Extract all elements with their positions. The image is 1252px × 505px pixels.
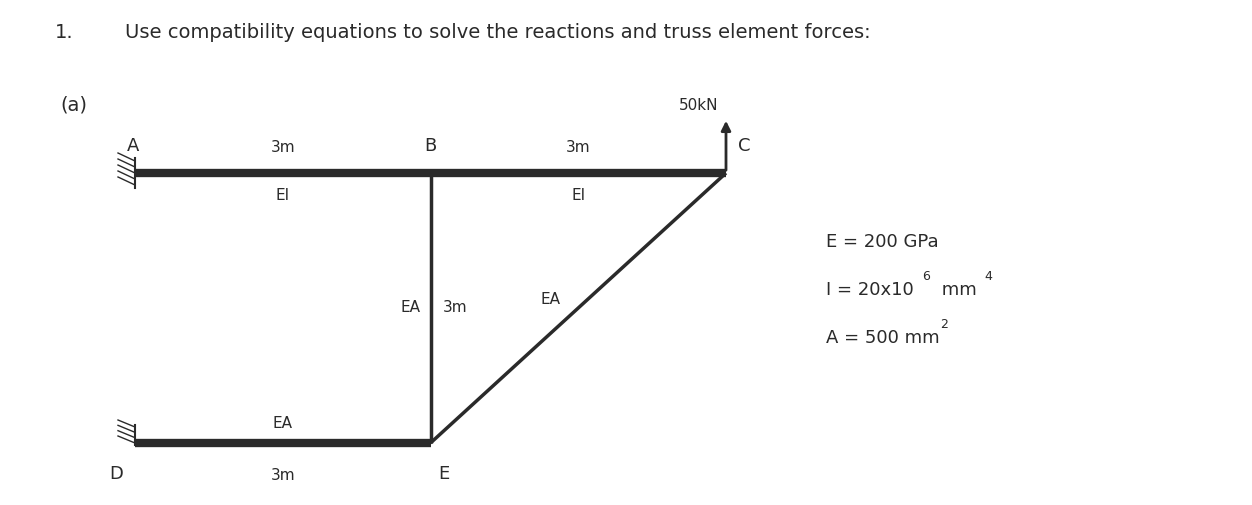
Text: mm: mm	[936, 281, 977, 299]
Text: EI: EI	[275, 188, 289, 203]
Text: (a): (a)	[60, 95, 86, 114]
Text: 3m: 3m	[566, 140, 591, 155]
Text: 3m: 3m	[442, 300, 467, 316]
Text: I = 20x10: I = 20x10	[826, 281, 914, 299]
Text: 3m: 3m	[270, 468, 295, 483]
Text: B: B	[424, 137, 437, 155]
Text: A: A	[126, 137, 139, 155]
Text: D: D	[109, 465, 123, 483]
Text: EA: EA	[541, 292, 560, 308]
Text: EA: EA	[273, 416, 293, 431]
Text: 3m: 3m	[270, 140, 295, 155]
Text: C: C	[737, 137, 750, 155]
Text: E = 200 GPa: E = 200 GPa	[826, 233, 939, 251]
Text: 6: 6	[921, 271, 930, 283]
Text: 4: 4	[984, 271, 992, 283]
Text: E: E	[438, 465, 449, 483]
Text: 1.: 1.	[55, 23, 74, 42]
Text: EA: EA	[401, 300, 421, 316]
Text: EI: EI	[571, 188, 586, 203]
Text: 50kN: 50kN	[679, 98, 717, 113]
Text: 2: 2	[940, 319, 948, 331]
Text: A = 500 mm: A = 500 mm	[826, 329, 939, 347]
Text: Use compatibility equations to solve the reactions and truss element forces:: Use compatibility equations to solve the…	[125, 23, 870, 42]
